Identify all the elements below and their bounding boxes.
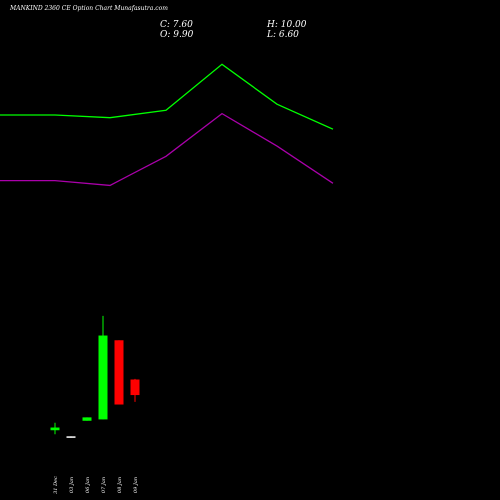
candle-body-08-jan	[114, 340, 124, 405]
indicator-line-1	[0, 63, 334, 130]
candle-body-06-jan	[82, 417, 92, 421]
x-tick-label: 08 Jan	[117, 477, 123, 493]
x-tick-label: 06 Jan	[85, 477, 91, 493]
low-price: L: 6.60	[267, 30, 299, 40]
chart-title: MANKIND 2360 CE Option Chart Munafasutra…	[10, 5, 168, 12]
x-tick-label: 31 Dec	[53, 476, 59, 494]
candle-body-03-jan	[66, 436, 76, 438]
x-tick-label: 09 Jan	[133, 477, 139, 493]
high-price: H: 10.00	[267, 20, 307, 30]
indicator-line-2	[0, 112, 334, 187]
open-price: O: 9.90	[160, 30, 194, 40]
x-tick-label: 07 Jan	[101, 477, 107, 493]
close-price: C: 7.60	[160, 20, 193, 30]
candle-body-31-dec	[50, 427, 60, 431]
candle-body-09-jan	[130, 379, 140, 396]
x-tick-label: 03 Jan	[69, 477, 75, 493]
candle-body-07-jan	[98, 335, 108, 420]
